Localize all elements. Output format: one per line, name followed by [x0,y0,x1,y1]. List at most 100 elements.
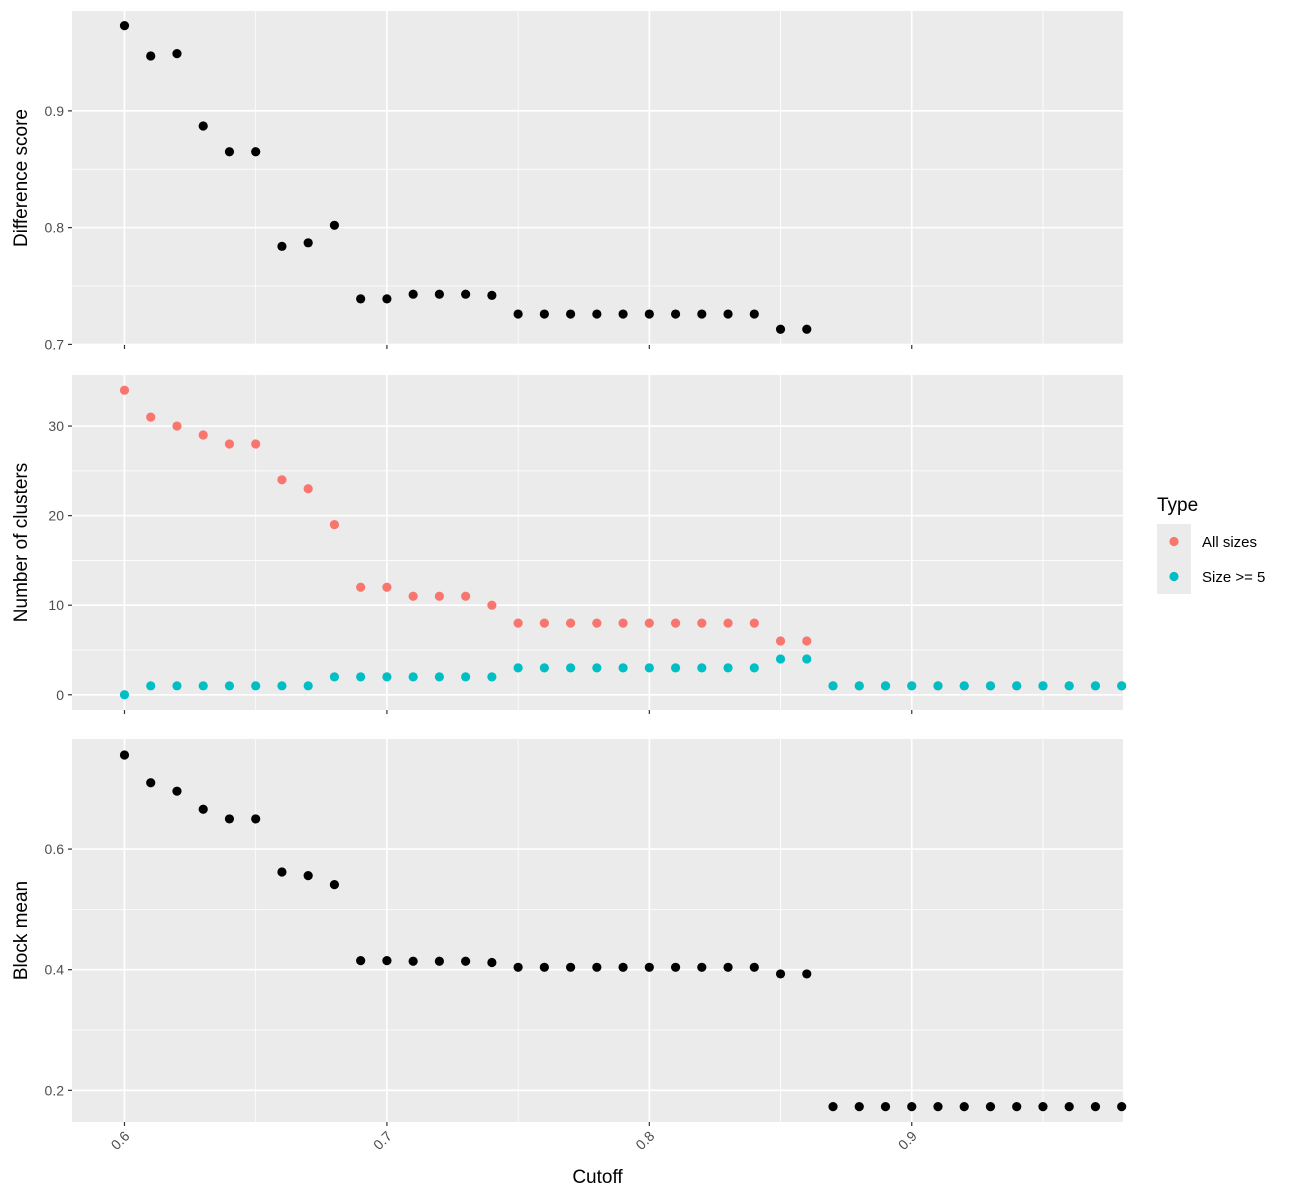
x-tick-label: 0.7 [370,1128,395,1153]
data-point [723,618,733,628]
data-point [644,962,654,972]
data-point [329,220,340,230]
data-point [382,294,392,304]
data-point [1090,1102,1101,1112]
data-point [172,49,182,59]
y-axis-title: Number of clusters [11,463,32,622]
data-point [775,324,786,334]
data-point [802,324,812,334]
data-point [382,582,392,592]
y-axis-title: Difference score [11,109,32,247]
data-point [224,439,235,449]
data-point [880,1102,891,1112]
data-point [277,681,287,691]
data-point [618,962,628,972]
legend-key-point [1169,571,1179,582]
data-point [539,663,549,673]
data-point [408,672,418,682]
y-tick-label: 0.2 [45,1082,65,1098]
data-point [697,618,707,628]
data-point [224,681,235,691]
data-point [802,969,812,979]
data-point [592,618,602,628]
data-point [749,309,759,319]
y-tick-label: 0.7 [45,336,65,352]
y-tick-label: 30 [48,418,64,434]
data-point [434,672,444,682]
data-point [513,962,523,972]
data-point [1012,1102,1022,1112]
data-point [618,618,628,628]
data-point [172,681,182,691]
data-point [172,786,182,796]
data-point [329,519,340,530]
data-point [277,241,287,251]
y-tick-label: 0.4 [45,962,65,978]
data-point [723,962,733,972]
data-point [198,121,208,131]
data-point [985,681,996,691]
data-point [146,412,156,422]
data-point [487,600,497,610]
data-point [775,969,786,979]
data-point [303,681,313,691]
data-point [329,880,340,890]
panel-background [72,375,1123,710]
data-point [146,681,156,691]
data-point [749,618,759,628]
data-point [566,663,576,673]
panel-background [72,739,1123,1122]
data-point [224,814,235,824]
data-point [644,309,654,319]
data-point [566,618,576,628]
data-point [775,654,786,664]
data-point [382,672,392,682]
y-tick-label: 0.9 [45,103,65,119]
legend-label: Size >= 5 [1202,569,1265,586]
data-point [697,663,707,673]
panel-background [72,11,1123,345]
data-point [277,475,287,485]
data-point [356,956,366,966]
data-point [723,309,733,319]
x-tick-label: 0.9 [895,1128,920,1153]
data-point [880,681,891,691]
data-point [119,750,130,760]
data-point [303,871,313,881]
data-point [907,1102,917,1112]
data-point [828,681,838,691]
data-point [329,672,340,682]
data-point [539,618,549,628]
data-point [1117,1102,1127,1112]
data-point [461,591,471,601]
data-point [434,289,444,299]
data-point [1038,1102,1048,1112]
data-point [408,289,418,299]
data-point [303,484,313,494]
data-point [1064,681,1074,691]
data-point [539,962,549,972]
data-point [670,962,681,972]
data-point [198,681,208,691]
y-axis-title: Block mean [11,881,32,980]
data-point [802,636,812,646]
data-point [723,663,733,673]
legend-key-point [1169,536,1179,547]
data-point [1038,681,1048,691]
data-point [146,51,156,61]
data-point [461,956,471,966]
data-point [644,663,654,673]
data-point [356,672,366,682]
data-point [513,663,523,673]
data-point [356,582,366,592]
data-point [434,591,444,601]
data-point [854,681,864,691]
data-point [119,20,130,31]
data-point [592,663,602,673]
legend-title: Type [1157,495,1198,516]
data-point [566,962,576,972]
data-point [251,814,261,824]
data-point [802,654,812,664]
data-point [461,289,471,299]
x-tick-label: 0.6 [108,1128,133,1153]
